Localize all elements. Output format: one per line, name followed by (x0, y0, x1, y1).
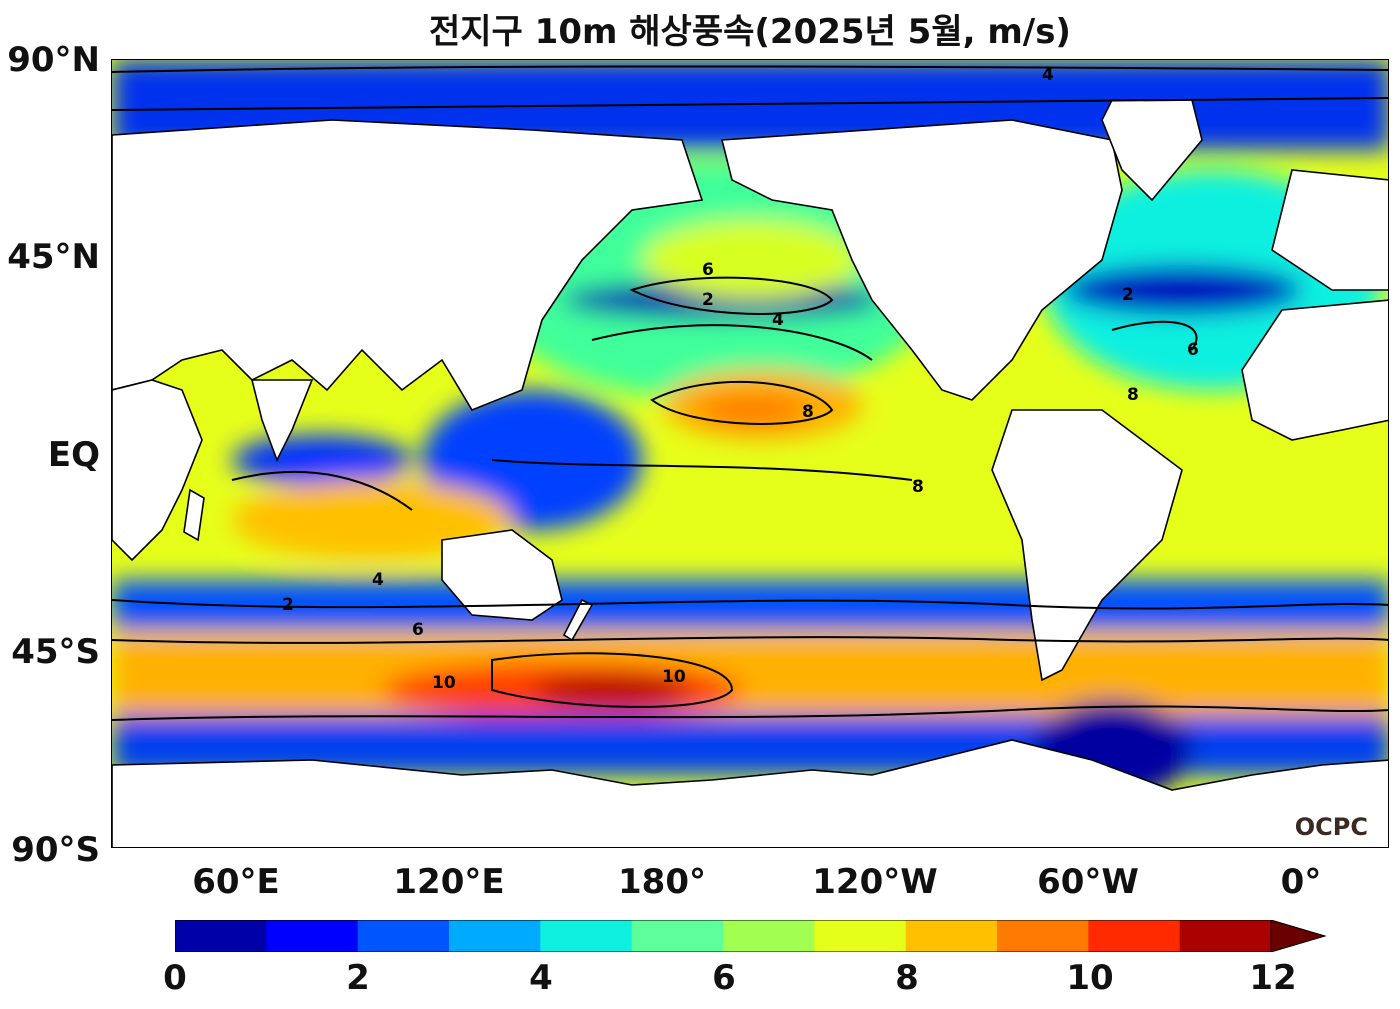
land (112, 99, 1388, 847)
colorbar-cell (631, 920, 724, 952)
npac-core (642, 220, 862, 300)
colorbar-cell (814, 920, 907, 952)
contour-label: 2 (702, 290, 714, 310)
contour-line (629, 276, 834, 315)
contour-line (231, 470, 413, 511)
south-america (991, 409, 1183, 682)
lat-label-45s: 45°S (11, 632, 100, 672)
lon-label-180: 180° (618, 862, 706, 902)
colorbar-cell (357, 920, 450, 952)
colorbar-cell (175, 920, 267, 952)
southern-core (532, 675, 692, 705)
wind-speed-map: 2 4 6 8 10 8 2 6 10 4 8 2 6 4 OCPC (111, 59, 1389, 848)
contours (112, 65, 1388, 721)
colorbar-cells (175, 920, 1272, 952)
colorbar-cell (449, 920, 541, 952)
colorbar-tick: 6 (712, 958, 736, 998)
lon-label-60w: 60°W (1037, 862, 1139, 902)
contour-label: 4 (1042, 65, 1054, 85)
lat-label-90n: 90°N (7, 40, 100, 80)
indian-eq-low (232, 435, 412, 485)
contour-line (591, 324, 873, 361)
ocpc-logo: OCPC (1294, 813, 1368, 841)
contour-label: 10 (662, 667, 686, 687)
natl-low (1062, 265, 1302, 315)
antarctica (112, 739, 1388, 847)
map-canvas: 2 4 6 8 10 8 2 6 10 4 8 2 6 4 (112, 60, 1388, 847)
colorbar-tick: 4 (529, 958, 553, 998)
europe (1271, 169, 1388, 291)
africa-east (112, 379, 203, 562)
south-low-band (112, 580, 1388, 630)
contour-label: 8 (912, 477, 924, 497)
contour-line (112, 65, 1388, 73)
australia (441, 529, 563, 621)
contour-label: 10 (432, 673, 456, 693)
lat-label-eq: EQ (47, 435, 100, 475)
colorbar-tick: 10 (1066, 958, 1114, 998)
india (250, 379, 314, 462)
lon-label-0: 0° (1280, 862, 1322, 902)
madagascar (183, 488, 205, 542)
lon-label-120w: 120°W (812, 862, 938, 902)
contour-label: 6 (1187, 340, 1199, 360)
contour-label: 2 (282, 595, 294, 615)
lon-label-60e: 60°E (192, 862, 280, 902)
contour-line (491, 652, 734, 708)
colorbar-cell (540, 920, 633, 952)
colorbar-extend-arrow (1270, 920, 1327, 952)
trade-core (697, 395, 807, 425)
contour-label: 6 (412, 620, 424, 640)
colorbar-tick: 2 (346, 958, 370, 998)
contour-line (491, 459, 913, 481)
africa-west (1241, 299, 1388, 441)
lon-label-120e: 120°E (393, 862, 505, 902)
colorbar-tick: 0 (163, 958, 187, 998)
contour-line (112, 705, 1388, 721)
contour-line (1111, 320, 1198, 351)
contour-label: 4 (372, 570, 384, 590)
colorbar-cell (723, 920, 815, 952)
contour-label: 2 (1122, 285, 1134, 305)
contour-label: 6 (702, 260, 714, 280)
contour-label: 8 (1127, 385, 1139, 405)
lat-label-45n: 45°N (7, 237, 100, 277)
lat-label-90s: 90°S (11, 830, 100, 870)
north-america (720, 119, 1123, 401)
eurasia (112, 119, 704, 411)
colorbar-cell (905, 920, 998, 952)
contour-label: 8 (802, 402, 814, 422)
contour-line (112, 599, 1388, 610)
colorbar-cell (1088, 920, 1181, 952)
contour-line (650, 380, 834, 425)
colorbar-cell (266, 920, 359, 952)
colorbar-cell (1179, 920, 1272, 952)
contour-line (112, 636, 1388, 644)
colorbar-tick: 8 (895, 958, 919, 998)
southern-ocean (112, 635, 1388, 715)
colorbar (175, 920, 1327, 952)
colorbar-cell (997, 920, 1089, 952)
map-title: 전지구 10m 해상풍속(2025년 5월, m/s) (429, 12, 1071, 52)
colorbar-tick: 12 (1249, 958, 1297, 998)
contour-label: 4 (772, 310, 784, 330)
